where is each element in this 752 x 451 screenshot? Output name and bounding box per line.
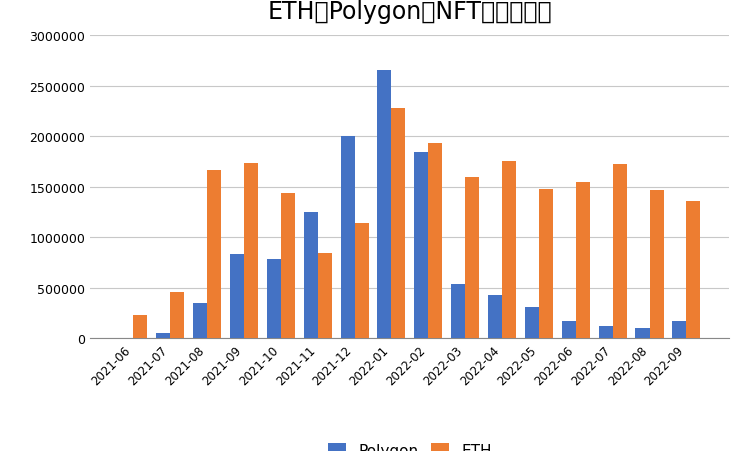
Bar [502, 162, 516, 338]
Bar [341, 137, 354, 338]
Bar [650, 190, 663, 338]
Bar [613, 165, 626, 338]
Bar [539, 189, 553, 338]
Bar [230, 255, 244, 338]
Bar [451, 285, 465, 338]
Bar [207, 171, 221, 338]
Bar [672, 322, 687, 338]
Bar [280, 193, 295, 338]
Bar [465, 178, 479, 338]
Bar [687, 201, 700, 338]
Bar [354, 223, 368, 338]
Bar [267, 260, 280, 338]
Legend: Polygon, ETH: Polygon, ETH [328, 442, 492, 451]
Bar [562, 321, 576, 338]
Bar [414, 153, 429, 338]
Bar [193, 303, 207, 338]
Bar [635, 329, 650, 338]
Bar [378, 71, 391, 338]
Bar [488, 295, 502, 338]
Bar [429, 144, 442, 338]
Bar [244, 164, 258, 338]
Bar [133, 315, 147, 338]
Bar [304, 212, 317, 338]
Title: ETH与Polygon的NFT交易量对比: ETH与Polygon的NFT交易量对比 [268, 0, 552, 24]
Bar [391, 109, 405, 338]
Bar [525, 307, 539, 338]
Bar [599, 326, 613, 338]
Bar [576, 182, 590, 338]
Bar [156, 333, 170, 338]
Bar [170, 292, 184, 338]
Bar [317, 253, 332, 338]
